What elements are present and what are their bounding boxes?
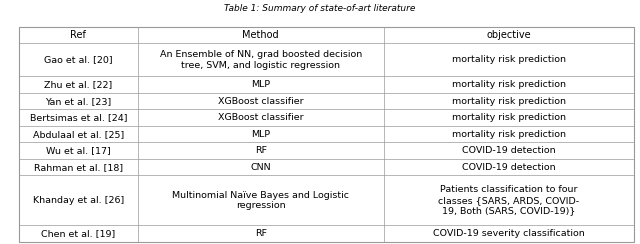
Text: MLP: MLP: [252, 80, 270, 89]
Text: COVID-19 detection: COVID-19 detection: [462, 146, 556, 155]
Text: Multinomial Naïve Bayes and Logistic
regression: Multinomial Naïve Bayes and Logistic reg…: [172, 191, 349, 210]
Text: Patients classification to four
classes {SARS, ARDS, COVID-
19, Both (SARS, COVI: Patients classification to four classes …: [438, 185, 579, 215]
Text: XGBoost classifier: XGBoost classifier: [218, 97, 303, 106]
Text: CNN: CNN: [250, 163, 271, 172]
Text: Zhu et al. [22]: Zhu et al. [22]: [44, 80, 113, 89]
Text: mortality risk prediction: mortality risk prediction: [452, 113, 566, 122]
Text: Khanday et al. [26]: Khanday et al. [26]: [33, 196, 124, 205]
Text: Ref: Ref: [70, 30, 86, 40]
Text: Wu et al. [17]: Wu et al. [17]: [46, 146, 111, 155]
Text: Abdulaal et al. [25]: Abdulaal et al. [25]: [33, 130, 124, 139]
Bar: [19, 27, 634, 242]
Text: COVID-19 detection: COVID-19 detection: [462, 163, 556, 172]
Text: Chen et al. [19]: Chen et al. [19]: [41, 229, 116, 238]
Text: RF: RF: [255, 146, 267, 155]
Text: mortality risk prediction: mortality risk prediction: [452, 97, 566, 106]
Text: mortality risk prediction: mortality risk prediction: [452, 80, 566, 89]
Text: COVID-19 severity classification: COVID-19 severity classification: [433, 229, 585, 238]
Text: Table 1: Summary of state-of-art literature: Table 1: Summary of state-of-art literat…: [224, 4, 416, 13]
Text: Yan et al. [23]: Yan et al. [23]: [45, 97, 111, 106]
Text: Rahman et al. [18]: Rahman et al. [18]: [34, 163, 123, 172]
Text: Method: Method: [243, 30, 279, 40]
Text: Gao et al. [20]: Gao et al. [20]: [44, 55, 113, 64]
Text: RF: RF: [255, 229, 267, 238]
Text: mortality risk prediction: mortality risk prediction: [452, 55, 566, 64]
Text: XGBoost classifier: XGBoost classifier: [218, 113, 303, 122]
Text: MLP: MLP: [252, 130, 270, 139]
Text: An Ensemble of NN, grad boosted decision
tree, SVM, and logistic regression: An Ensemble of NN, grad boosted decision…: [159, 50, 362, 70]
Text: Bertsimas et al. [24]: Bertsimas et al. [24]: [29, 113, 127, 122]
Text: objective: objective: [486, 30, 531, 40]
Text: mortality risk prediction: mortality risk prediction: [452, 130, 566, 139]
